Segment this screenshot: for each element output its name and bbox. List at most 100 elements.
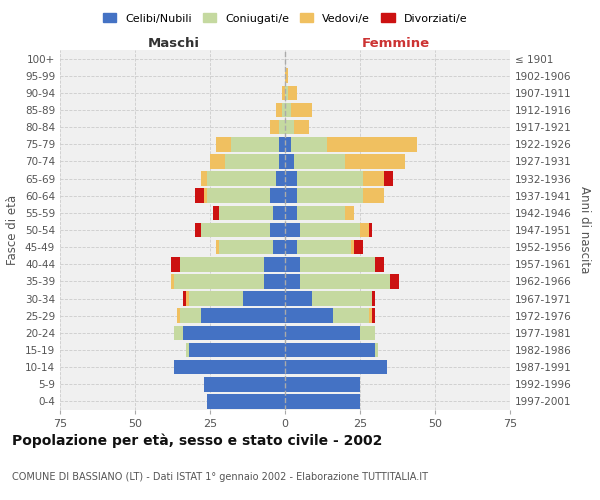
Bar — [375, 257, 384, 272]
Bar — [204, 188, 207, 203]
Bar — [201, 222, 270, 238]
Bar — [264, 274, 285, 288]
Bar — [177, 308, 180, 323]
Bar — [210, 154, 225, 168]
Bar — [270, 120, 279, 134]
Bar — [183, 326, 285, 340]
Bar — [174, 274, 264, 288]
Bar — [285, 86, 288, 100]
Bar — [207, 172, 276, 186]
Bar — [270, 188, 285, 203]
Bar — [186, 342, 189, 357]
Bar — [291, 102, 312, 118]
Bar — [243, 292, 285, 306]
Bar — [285, 292, 312, 306]
Bar — [282, 86, 285, 100]
Bar — [180, 257, 264, 272]
Bar — [279, 120, 285, 134]
Bar — [180, 308, 201, 323]
Bar — [276, 172, 285, 186]
Bar — [300, 257, 375, 272]
Bar — [189, 342, 285, 357]
Bar — [297, 188, 363, 203]
Bar — [285, 360, 387, 374]
Bar — [375, 342, 378, 357]
Bar — [201, 172, 207, 186]
Bar — [216, 240, 219, 254]
Bar — [276, 102, 282, 118]
Bar — [285, 342, 375, 357]
Bar — [369, 308, 372, 323]
Bar — [270, 222, 285, 238]
Bar — [171, 274, 174, 288]
Bar — [285, 257, 300, 272]
Bar — [345, 154, 405, 168]
Bar — [189, 292, 243, 306]
Bar — [390, 274, 399, 288]
Text: COMUNE DI BASSIANO (LT) - Dati ISTAT 1° gennaio 2002 - Elaborazione TUTTITALIA.I: COMUNE DI BASSIANO (LT) - Dati ISTAT 1° … — [12, 472, 428, 482]
Bar — [213, 206, 219, 220]
Bar — [282, 102, 285, 118]
Bar — [279, 137, 285, 152]
Bar — [285, 377, 360, 392]
Bar — [207, 188, 270, 203]
Bar — [201, 308, 285, 323]
Bar — [207, 394, 285, 408]
Bar — [363, 188, 384, 203]
Text: Maschi: Maschi — [148, 37, 200, 50]
Bar — [225, 154, 279, 168]
Bar — [297, 240, 351, 254]
Bar — [351, 240, 354, 254]
Bar — [186, 292, 189, 306]
Bar — [171, 257, 180, 272]
Bar — [312, 292, 372, 306]
Bar — [285, 308, 333, 323]
Bar — [195, 188, 204, 203]
Legend: Celibi/Nubili, Coniugati/e, Vedovi/e, Divorziati/e: Celibi/Nubili, Coniugati/e, Vedovi/e, Di… — [98, 9, 472, 28]
Bar — [300, 222, 360, 238]
Bar — [297, 172, 363, 186]
Bar — [273, 206, 285, 220]
Y-axis label: Fasce di età: Fasce di età — [7, 195, 19, 265]
Bar — [285, 188, 297, 203]
Bar — [204, 377, 285, 392]
Bar — [345, 206, 354, 220]
Bar — [285, 394, 360, 408]
Bar — [369, 222, 372, 238]
Text: Popolazione per età, sesso e stato civile - 2002: Popolazione per età, sesso e stato civil… — [12, 434, 382, 448]
Bar — [285, 222, 300, 238]
Bar — [285, 68, 288, 83]
Bar — [285, 120, 294, 134]
Bar — [294, 154, 345, 168]
Bar — [354, 240, 363, 254]
Bar — [363, 172, 384, 186]
Bar — [264, 257, 285, 272]
Bar — [300, 274, 390, 288]
Bar — [384, 172, 393, 186]
Bar — [273, 240, 285, 254]
Bar — [216, 137, 231, 152]
Bar — [333, 308, 369, 323]
Bar — [285, 102, 291, 118]
Bar — [285, 137, 291, 152]
Bar — [360, 326, 375, 340]
Bar — [231, 137, 279, 152]
Bar — [288, 86, 297, 100]
Bar — [294, 120, 309, 134]
Bar — [285, 172, 297, 186]
Bar — [327, 137, 417, 152]
Bar — [285, 206, 297, 220]
Bar — [174, 360, 285, 374]
Bar — [285, 154, 294, 168]
Bar — [372, 292, 375, 306]
Bar — [219, 240, 273, 254]
Bar — [174, 326, 183, 340]
Bar — [285, 326, 360, 340]
Bar — [291, 137, 327, 152]
Bar — [372, 308, 375, 323]
Bar — [285, 274, 300, 288]
Text: Femmine: Femmine — [362, 37, 430, 50]
Bar — [297, 206, 345, 220]
Bar — [195, 222, 201, 238]
Y-axis label: Anni di nascita: Anni di nascita — [578, 186, 591, 274]
